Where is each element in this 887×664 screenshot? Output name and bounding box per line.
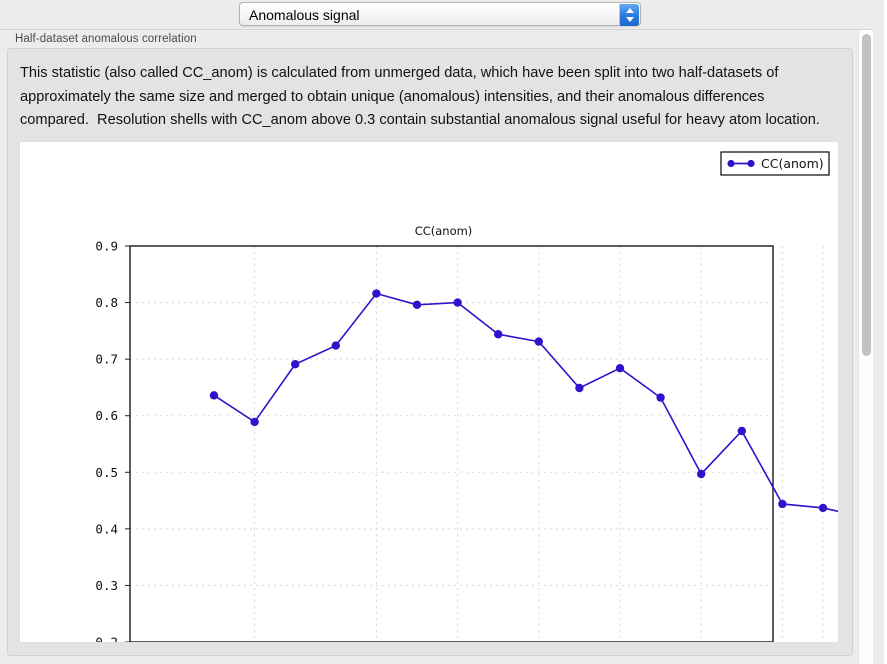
y-axis-tick-label: 0.5	[95, 465, 118, 480]
data-point[interactable]	[412, 300, 422, 310]
statistic-popup-selected-label: Anomalous signal	[249, 7, 360, 23]
data-point[interactable]	[737, 426, 746, 436]
y-axis-tick-label: 0.9	[95, 239, 118, 254]
data-point[interactable]	[331, 341, 340, 350]
data-point[interactable]	[534, 337, 543, 346]
data-point[interactable]	[615, 363, 625, 373]
data-point[interactable]	[818, 503, 828, 513]
statistic-selector[interactable]: Anomalous signal	[239, 2, 641, 26]
chevron-up-icon	[625, 8, 634, 13]
plot-frame	[129, 245, 774, 642]
window-right-edge	[884, 0, 887, 664]
chevron-updown-icon[interactable]	[619, 4, 639, 26]
data-point[interactable]	[291, 360, 300, 369]
legend-box	[720, 151, 830, 176]
data-point[interactable]	[494, 330, 503, 339]
vertical-scroll-thumb[interactable]	[862, 34, 871, 356]
chevron-down-icon	[625, 17, 634, 22]
y-axis-tick-label: 0.6	[95, 408, 118, 423]
section-caption: Half-dataset anomalous correlation	[15, 33, 197, 45]
data-point[interactable]	[250, 417, 259, 427]
vertical-scrollbar[interactable]	[858, 30, 873, 664]
cc-anom-line-chart: 0.20.30.40.50.60.70.80.94.753.292.782.48…	[95, 151, 838, 643]
y-axis-tick-label: 0.2	[95, 635, 118, 643]
content-card: This statistic (also called CC_anom) is …	[7, 48, 853, 656]
data-point[interactable]	[656, 393, 665, 402]
y-axis-tick-label: 0.7	[95, 352, 118, 367]
legend-entry-label: CC(anom)	[761, 156, 824, 171]
legend-swatch-marker	[747, 159, 755, 168]
data-point[interactable]	[453, 298, 462, 307]
y-axis-tick-label: 0.3	[95, 578, 118, 593]
top-toolbar: Anomalous signal	[0, 0, 874, 30]
y-axis-tick-label: 0.4	[95, 521, 118, 536]
legend-swatch-marker	[727, 159, 735, 168]
data-point[interactable]	[697, 469, 706, 479]
plot-panel: 0.20.30.40.50.60.70.80.94.753.292.782.48…	[19, 141, 839, 643]
chart-title: CC(anom)	[415, 224, 473, 238]
right-gutter	[873, 0, 887, 664]
series-line-cc-anom	[213, 292, 838, 513]
statistic-popup-button[interactable]: Anomalous signal	[239, 2, 641, 26]
data-point[interactable]	[575, 383, 584, 393]
data-point[interactable]	[778, 499, 787, 509]
data-point[interactable]	[372, 289, 381, 298]
statistic-description: This statistic (also called CC_anom) is …	[20, 65, 820, 128]
data-point[interactable]	[209, 391, 219, 400]
y-axis-tick-label: 0.8	[95, 295, 118, 310]
